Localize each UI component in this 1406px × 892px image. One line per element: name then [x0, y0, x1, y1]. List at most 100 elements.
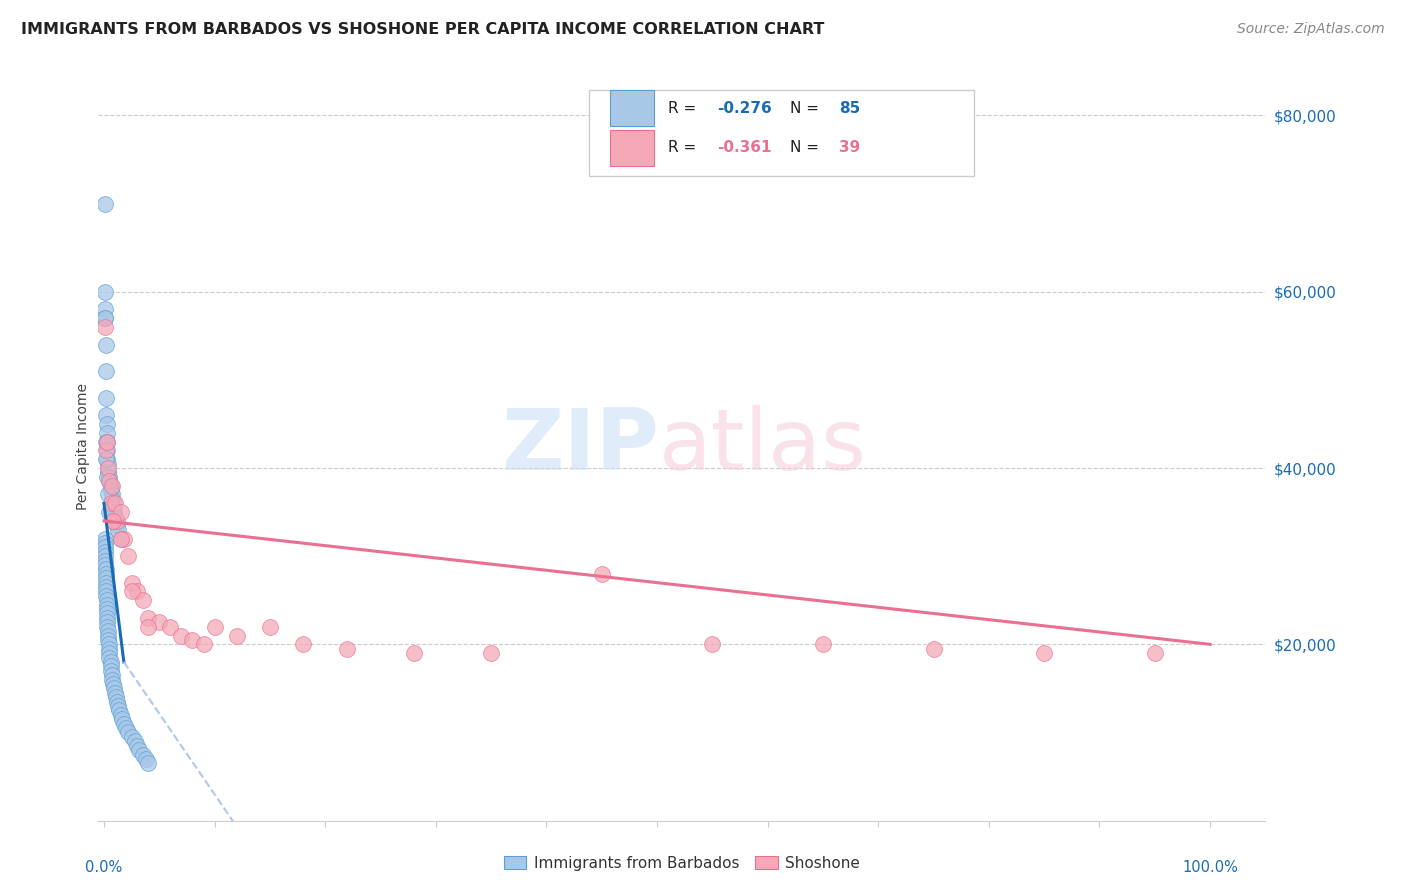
Point	[104, 496, 127, 510]
Point	[96, 452, 118, 467]
Point	[96, 364, 118, 378]
Point	[101, 500, 124, 515]
Point	[148, 615, 170, 630]
Point	[96, 443, 118, 458]
Point	[96, 417, 118, 431]
Point	[124, 734, 146, 748]
Point	[101, 514, 124, 528]
Point	[100, 655, 122, 669]
Point	[97, 461, 120, 475]
Bar	[610, 90, 654, 127]
Point	[97, 466, 120, 480]
Point	[98, 646, 121, 660]
Text: 39: 39	[839, 140, 860, 155]
Point	[96, 452, 118, 467]
Point	[94, 196, 117, 211]
Point	[98, 505, 121, 519]
Point	[96, 615, 118, 630]
Point	[96, 575, 118, 590]
Point	[121, 584, 143, 599]
Point	[96, 593, 118, 607]
Text: ZIP: ZIP	[501, 404, 658, 488]
Point	[101, 677, 124, 691]
Point	[94, 311, 117, 326]
Point	[112, 716, 135, 731]
Point	[127, 739, 149, 753]
Point	[104, 686, 127, 700]
Legend: Immigrants from Barbados, Shoshone: Immigrants from Barbados, Shoshone	[498, 849, 866, 877]
Point	[96, 425, 118, 440]
Point	[110, 532, 132, 546]
Point	[336, 641, 359, 656]
Point	[136, 611, 159, 625]
Point	[96, 434, 118, 449]
Point	[402, 646, 425, 660]
Point	[96, 408, 118, 422]
Point	[100, 668, 122, 682]
Point	[110, 707, 132, 722]
Point	[110, 532, 132, 546]
Y-axis label: Per Capita Income: Per Capita Income	[76, 383, 90, 509]
Point	[101, 496, 124, 510]
Point	[98, 475, 121, 489]
Point	[94, 549, 117, 564]
Text: -0.276: -0.276	[717, 101, 772, 116]
Point	[204, 620, 226, 634]
Point	[193, 637, 215, 651]
Point	[128, 743, 150, 757]
Point	[96, 434, 118, 449]
Text: 85: 85	[839, 101, 860, 116]
Text: 100.0%: 100.0%	[1182, 860, 1239, 875]
Point	[100, 491, 122, 506]
Point	[96, 602, 118, 616]
Point	[94, 545, 117, 559]
Point	[292, 637, 315, 651]
Point	[136, 756, 159, 771]
Point	[181, 632, 204, 647]
Point	[96, 566, 118, 581]
Point	[98, 641, 121, 656]
Text: N =: N =	[790, 140, 824, 155]
Point	[94, 541, 117, 555]
Point	[97, 457, 120, 471]
Point	[117, 549, 139, 564]
Point	[121, 730, 143, 744]
Point	[112, 532, 135, 546]
Point	[96, 434, 118, 449]
Point	[94, 311, 117, 326]
Point	[105, 514, 128, 528]
Point	[96, 611, 118, 625]
Text: atlas: atlas	[658, 404, 866, 488]
Point	[591, 566, 613, 581]
Point	[94, 558, 117, 572]
Point	[135, 752, 157, 766]
Point	[94, 285, 117, 299]
Point	[94, 320, 117, 334]
Point	[811, 637, 834, 651]
Point	[105, 518, 128, 533]
Point	[702, 637, 724, 651]
Point	[96, 470, 118, 484]
Point	[100, 487, 122, 501]
Point	[100, 483, 122, 497]
Point	[96, 598, 118, 612]
Point	[121, 575, 143, 590]
Point	[96, 584, 118, 599]
Point	[94, 553, 117, 567]
FancyBboxPatch shape	[589, 90, 973, 177]
Point	[110, 505, 132, 519]
Point	[103, 681, 125, 696]
Point	[107, 523, 129, 537]
Point	[97, 487, 120, 501]
Bar	[610, 130, 654, 166]
Point	[100, 664, 122, 678]
Text: -0.361: -0.361	[717, 140, 772, 155]
Point	[96, 580, 118, 594]
Point	[98, 475, 121, 489]
Point	[101, 514, 124, 528]
Point	[136, 620, 159, 634]
Point	[94, 532, 117, 546]
Point	[96, 571, 118, 585]
Point	[96, 562, 118, 576]
Point	[97, 632, 120, 647]
